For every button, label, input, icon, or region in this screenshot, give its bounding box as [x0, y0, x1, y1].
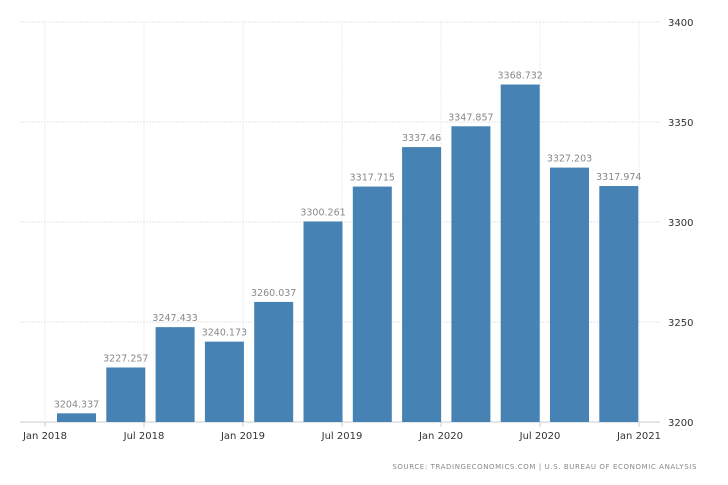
x-tick-label: Jan 2020	[418, 431, 463, 442]
data-label: 3260.037	[251, 288, 296, 299]
data-labels: 3204.337 3227.257 3247.433 3240.173 3260.037…	[54, 71, 642, 411]
data-label: 3347.857	[448, 112, 493, 123]
bar	[402, 147, 442, 422]
data-label: 3204.337	[54, 399, 99, 410]
x-axis: Jan 2018 Jul 2018 Jan 2019 Jul 2019 Jan 2020…	[22, 422, 661, 442]
data-label: 3337.46	[402, 133, 441, 144]
x-tick-label: Jan 2019	[220, 431, 265, 442]
y-tick-label: 3350	[668, 118, 693, 129]
y-tick-label: 3300	[668, 218, 693, 229]
data-label: 3317.715	[350, 173, 395, 184]
bar	[500, 84, 540, 422]
bars	[57, 84, 639, 422]
bar	[352, 186, 392, 422]
y-tick-label: 3200	[668, 418, 693, 429]
bar	[254, 301, 294, 422]
y-tick-label: 3250	[668, 318, 693, 329]
bar	[106, 367, 146, 422]
x-tick-label: Jul 2020	[519, 431, 561, 442]
data-label: 3327.203	[547, 154, 592, 165]
data-label: 3368.732	[498, 71, 543, 82]
x-tick-label: Jul 2019	[321, 431, 363, 442]
x-tick-label: Jan 2018	[22, 431, 67, 442]
x-tick-label: Jan 2021	[616, 431, 661, 442]
bar	[303, 221, 343, 422]
data-label: 3240.173	[202, 328, 247, 339]
bar	[155, 327, 195, 422]
data-label: 3300.261	[300, 207, 345, 218]
data-label: 3227.257	[103, 353, 148, 364]
x-tick-label: Jul 2018	[123, 431, 165, 442]
bar	[451, 126, 491, 422]
bar	[204, 341, 244, 422]
source-note: SOURCE: TRADINGECONOMICS.COM | U.S. BURE…	[392, 463, 697, 471]
y-axis: 3200 3250 3300 3350 3400	[668, 18, 693, 429]
bar	[550, 167, 589, 422]
bar	[599, 186, 639, 422]
bar	[57, 413, 96, 422]
data-label: 3247.433	[152, 313, 197, 324]
y-tick-label: 3400	[668, 18, 693, 29]
data-label: 3317.974	[596, 172, 641, 183]
